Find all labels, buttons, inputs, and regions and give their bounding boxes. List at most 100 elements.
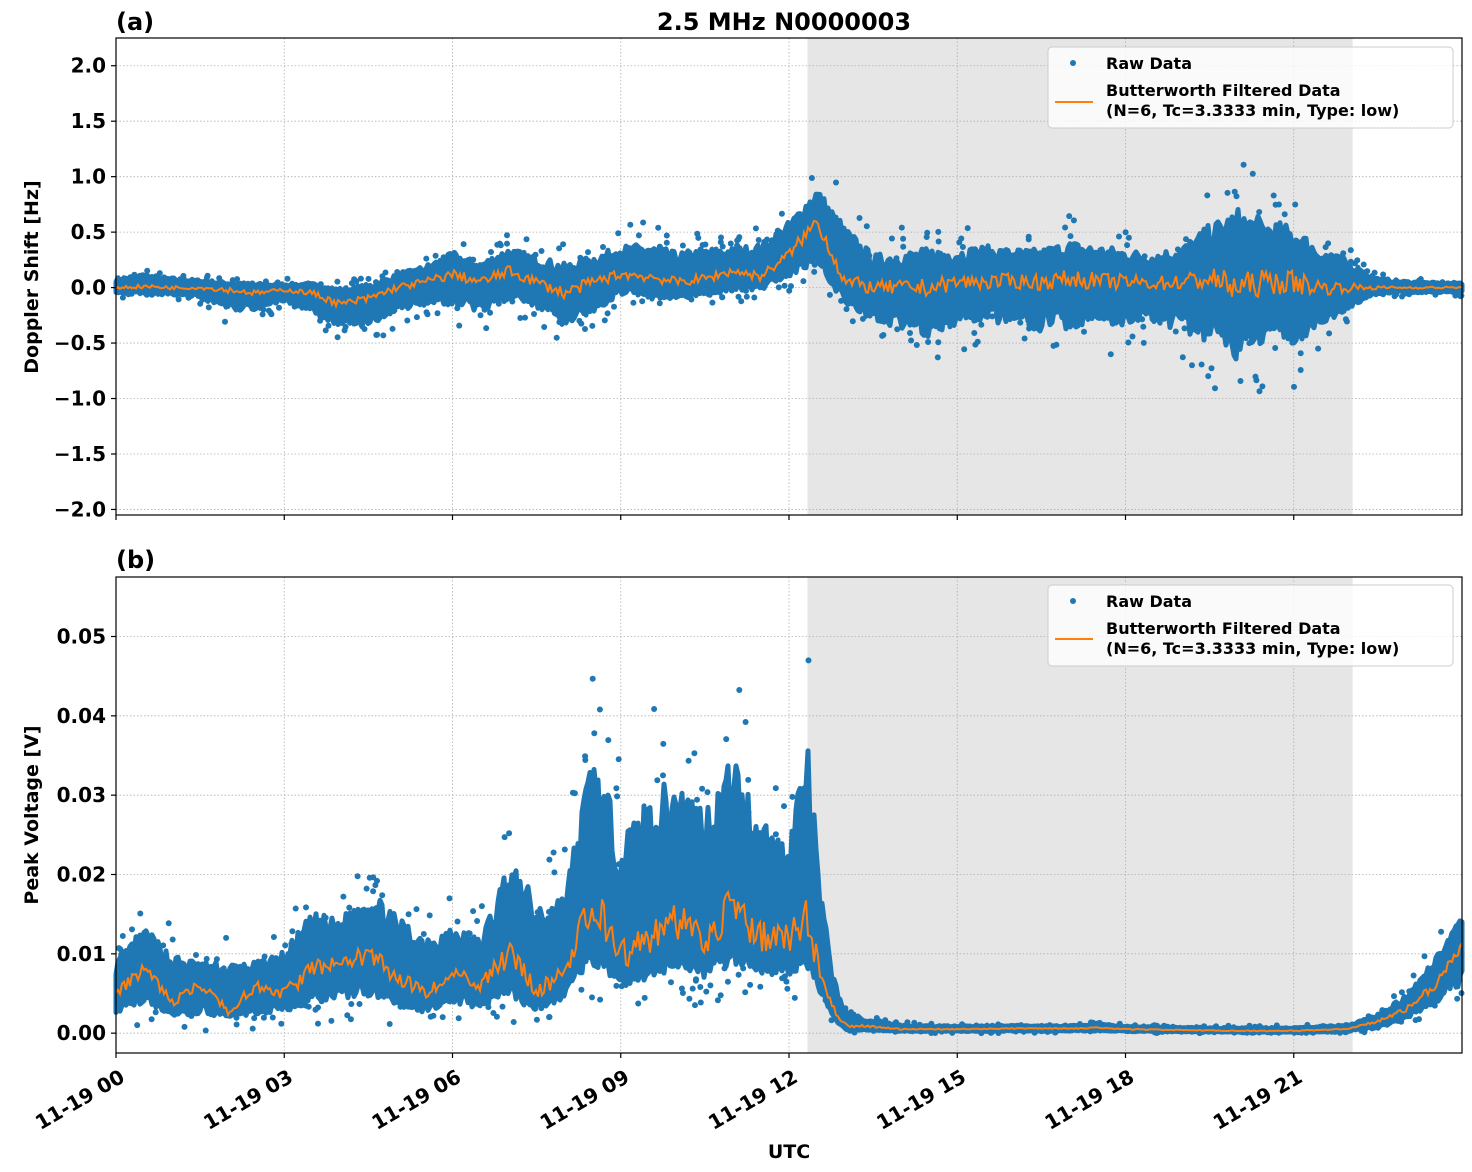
raw-data-point	[292, 905, 299, 912]
raw-data-point	[384, 992, 391, 999]
raw-data-point	[849, 318, 856, 325]
raw-data-point	[569, 789, 576, 796]
raw-data-point	[350, 309, 357, 316]
raw-data-point	[453, 283, 460, 290]
raw-data-point	[335, 967, 342, 974]
raw-data-point	[499, 1003, 506, 1010]
raw-data-point	[651, 706, 658, 712]
raw-data-point	[276, 304, 282, 311]
raw-data-point	[472, 284, 479, 290]
raw-data-point	[688, 296, 695, 303]
raw-data-point	[318, 998, 325, 1005]
raw-data-point	[322, 982, 329, 988]
raw-data-point	[284, 275, 291, 282]
raw-data-point	[366, 926, 373, 933]
legend-b: Raw Data Butterworth Filtered Data (N=6,…	[1047, 584, 1454, 667]
raw-data-point	[411, 943, 418, 950]
raw-data-point	[446, 948, 453, 955]
raw-data-point	[1197, 289, 1204, 296]
raw-data-point	[122, 992, 129, 999]
raw-data-point	[888, 263, 895, 270]
raw-data-point	[712, 248, 718, 255]
raw-data-point	[289, 928, 296, 935]
raw-data-point	[477, 312, 484, 319]
raw-data-point	[149, 274, 156, 281]
raw-data-point	[394, 269, 401, 275]
raw-data-point	[699, 264, 706, 271]
raw-data-point	[810, 964, 817, 970]
raw-data-point	[1005, 298, 1012, 305]
raw-data-point	[195, 293, 202, 299]
raw-data-point	[576, 317, 583, 324]
raw-data-point	[697, 984, 704, 990]
raw-data-point	[233, 1014, 240, 1021]
raw-data-point	[930, 275, 937, 282]
raw-data-point	[1067, 233, 1074, 240]
raw-data-point	[888, 235, 895, 242]
raw-data-point	[129, 926, 135, 933]
raw-data-point	[598, 956, 605, 963]
raw-data-point	[746, 960, 753, 967]
raw-data-point	[373, 332, 380, 338]
legend-filtered-params-a: (N=6, Tc=3.3333 min, Type: low)	[1106, 101, 1399, 120]
raw-data-point	[826, 291, 833, 298]
raw-data-point	[614, 793, 621, 800]
raw-data-point	[717, 856, 724, 863]
raw-data-point	[663, 239, 670, 246]
raw-data-point	[801, 875, 808, 882]
raw-data-point	[1204, 192, 1211, 199]
raw-data-point	[794, 895, 801, 902]
raw-data-point	[786, 287, 793, 294]
raw-data-point	[592, 897, 599, 904]
raw-data-point	[1158, 313, 1164, 320]
raw-data-point	[769, 254, 776, 261]
raw-data-point	[596, 706, 603, 713]
raw-data-point	[1046, 299, 1053, 305]
raw-data-point	[569, 280, 576, 287]
raw-data-point	[1249, 170, 1256, 177]
y-axis-label-b: Peak Voltage [V]	[21, 725, 43, 904]
raw-data-point	[497, 976, 504, 983]
raw-data-point	[303, 904, 309, 911]
raw-data-point	[1444, 942, 1451, 949]
raw-data-point	[993, 270, 1000, 276]
raw-data-point	[847, 242, 853, 249]
raw-data-point	[781, 282, 788, 289]
raw-data-point	[687, 935, 694, 941]
raw-data-point	[705, 249, 712, 256]
raw-data-point	[605, 737, 612, 744]
raw-data-point	[995, 1030, 1002, 1036]
raw-data-point	[936, 325, 943, 332]
raw-data-point	[809, 244, 815, 250]
raw-data-point	[968, 302, 974, 309]
y-tick-label: −1.5	[54, 442, 106, 466]
raw-data-point	[1281, 211, 1288, 218]
raw-data-point	[709, 299, 716, 306]
raw-data-point	[535, 292, 542, 299]
raw-data-point	[743, 293, 750, 300]
raw-data-point	[1297, 367, 1304, 373]
panel-b: 0.000.010.020.030.040.05 11-19 00 11-19 0…	[21, 546, 1465, 1163]
raw-data-point	[212, 998, 219, 1005]
raw-data-point	[259, 963, 266, 970]
raw-data-point	[727, 240, 734, 247]
raw-data-point	[486, 991, 493, 998]
raw-data-point	[451, 249, 458, 256]
raw-data-point	[380, 332, 387, 339]
raw-data-point	[344, 972, 351, 979]
raw-data-point	[382, 269, 389, 276]
raw-data-point	[679, 990, 686, 996]
raw-data-point	[160, 942, 167, 949]
raw-data-point	[1174, 246, 1181, 253]
raw-data-point	[546, 856, 553, 863]
raw-data-point	[655, 224, 662, 231]
raw-data-point	[708, 871, 715, 878]
raw-data-point	[551, 310, 558, 317]
y-tick-label: −0.5	[54, 331, 106, 355]
raw-data-point	[347, 1016, 354, 1023]
raw-data-point	[1187, 309, 1194, 316]
raw-data-point	[922, 300, 929, 307]
raw-data-point	[1328, 252, 1335, 259]
raw-data-point	[609, 903, 616, 910]
